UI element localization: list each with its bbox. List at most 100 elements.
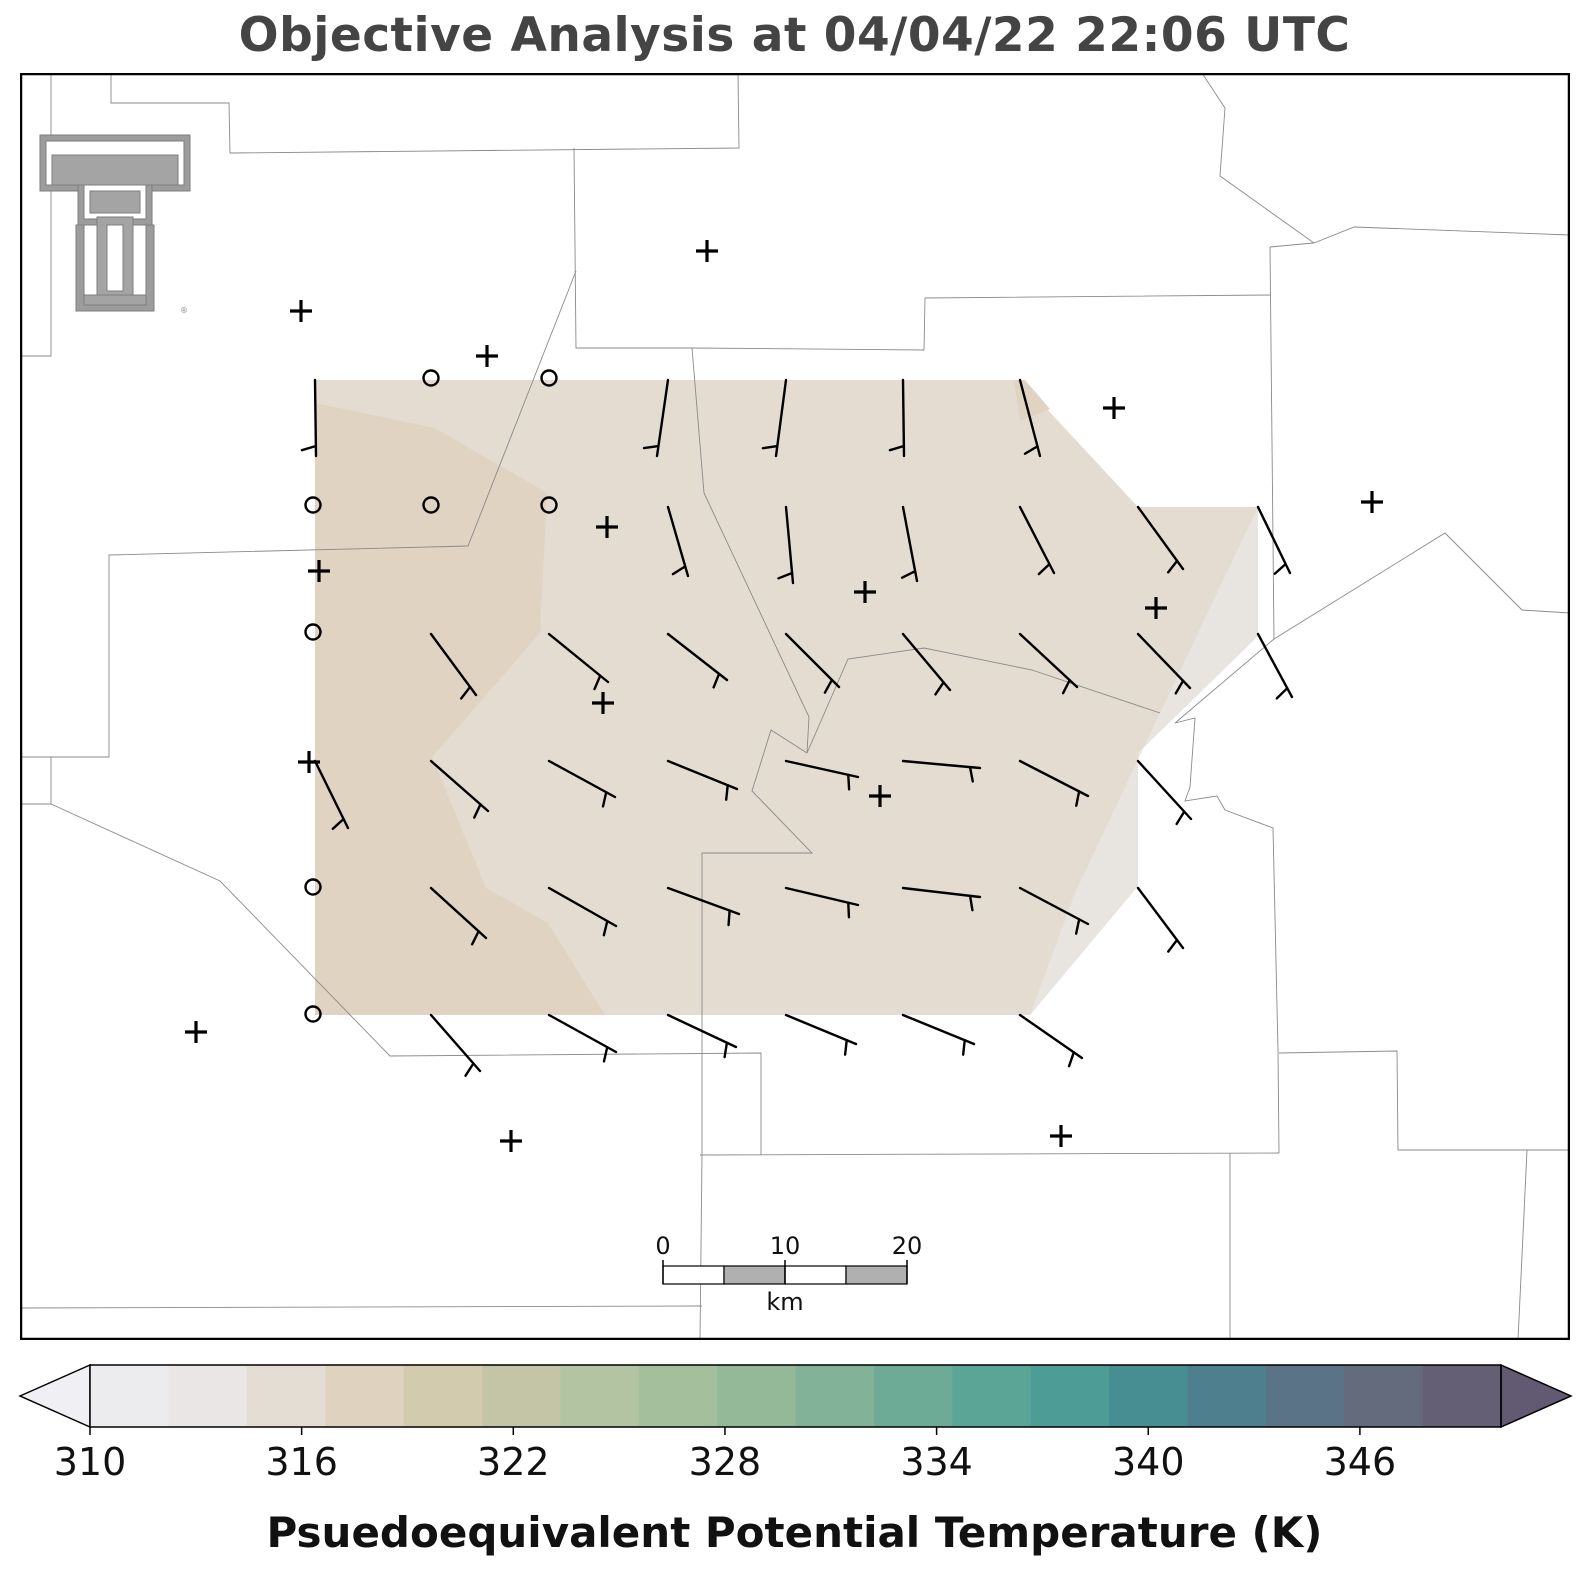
wind-barb-tick [723,1041,729,1059]
wind-barb-staff [901,1013,976,1046]
wind-barb-tick [464,1062,475,1077]
colorbar-tick-label: 346 [1324,1440,1397,1484]
wind-barb-tick [1074,918,1081,935]
wind-barb-staff [429,886,488,940]
wind-barb-tick [724,784,729,801]
colorbar-bin [560,1365,640,1427]
colorbar-bin [168,1365,248,1427]
wind-barb-tick [961,1039,966,1056]
calm-wind-circle [304,623,322,641]
wind-barb-tick [847,901,851,919]
wind-barb-tick [761,444,779,450]
colorbar-bin [795,1365,875,1427]
wind-barb-tick [473,803,482,819]
station-plus-marker [1361,491,1383,513]
colorbar-bin [717,1365,796,1427]
station-plus-marker [1050,1125,1072,1147]
scale-label-20: 20 [892,1232,923,1260]
wind-barb-staff [1136,632,1192,690]
wind-barb-tick [602,1045,609,1063]
wind-barb-tick [602,919,609,937]
wind-barb-tick [1166,559,1179,574]
wind-barb-tick [968,894,974,912]
station-plus-marker [596,516,618,538]
wind-barb-tick [900,569,917,579]
colorbar-bin [403,1365,483,1427]
station-plus-marker [500,1130,522,1152]
theta-e-fill-316-318 [315,403,605,1015]
wind-barb-tick [1061,678,1071,695]
wind-barb-staff [1018,759,1090,798]
county-boundaries [20,73,1570,1340]
wind-barb-staff [666,886,741,916]
wind-barb-staff [547,1013,618,1054]
wind-barb-staff [784,1013,858,1046]
wind-barb-tick [1023,445,1039,455]
wind-barb-staff [313,378,318,458]
wind-barb-staff [901,632,952,692]
wind-barb-tick [1037,562,1051,576]
wind-barb-tick [300,444,318,452]
theta-e-fill-312-314 [1030,507,1258,1015]
wind-barb-tick [888,444,906,452]
wind-barb-tick [847,773,851,791]
wind-barb-staff [1136,759,1193,821]
wind-barb-staff [666,1013,738,1049]
wind-barb-staff [429,632,478,697]
scale-label-10: 10 [770,1232,801,1260]
station-plus-marker [290,300,312,322]
wind-barb-tick [1075,790,1081,807]
colorbar-bin [1030,1365,1110,1427]
wind-barb-staff [1136,886,1185,950]
wind-barb-tick [843,1038,848,1056]
wind-barb-staff [784,505,795,585]
wind-barb-staff [784,759,860,779]
wind-barb-staff [1256,632,1294,699]
station-plus-marker [476,345,498,367]
wind-barb-tick [1174,679,1185,695]
wind-barb-staff [901,759,982,770]
wind-barb-tick [470,930,480,946]
wind-barb-staff [1256,505,1292,575]
texas-tech-double-t-logo: ® [39,134,191,315]
calm-wind-circle [304,1005,322,1023]
wind-barb-staff [547,759,617,799]
colorbar-tick-label: 340 [1112,1440,1185,1484]
wind-barb-staff [655,378,670,458]
colorbar-bin [873,1365,953,1427]
wind-barb-tick [712,672,721,689]
wind-barb-staff [901,886,982,899]
wind-barb-staff [666,632,729,682]
colorbar-bin [1187,1365,1267,1427]
colorbar-tick-label: 316 [265,1440,338,1484]
colorbar-tick-label: 328 [689,1440,762,1484]
colorbar-bin [1344,1365,1424,1427]
colorbar-bin [1422,1365,1502,1427]
wind-barb-staff [901,505,919,583]
wind-barb-staff [666,505,690,578]
map-frame: 0 10 20 km ® [20,73,1570,1340]
wind-barb-tick [601,791,608,808]
wind-barb-staff [429,1013,482,1073]
wind-barb-staff [547,886,618,928]
wind-barb-tick [642,444,660,450]
colorbar-tick-label: 334 [900,1440,973,1484]
colorbar-bin [1109,1365,1188,1427]
colorbar-bin [90,1365,169,1427]
wind-barb-tick [593,674,602,691]
colorbar-bin [1265,1365,1345,1427]
logo-registered-mark: ® [180,306,188,315]
map-title: Objective Analysis at 04/04/22 22:06 UTC [238,8,1351,63]
colorbar-under-extension [18,1363,91,1429]
colorbar-tick-label: 322 [477,1440,550,1484]
wind-barb-tick [1166,938,1179,953]
wind-barb-tick [459,685,472,700]
station-plus-marker [854,581,876,603]
wind-barb-tick [934,681,945,696]
wind-barb-staff [1018,632,1079,689]
wind-barb-tick [1273,562,1287,575]
wind-barb-staff [1136,505,1185,571]
wind-barb-staff [774,378,788,458]
colorbar: 310 316 322 328 334 340 346 [18,1363,1573,1484]
wind-barb-tick [331,817,345,831]
